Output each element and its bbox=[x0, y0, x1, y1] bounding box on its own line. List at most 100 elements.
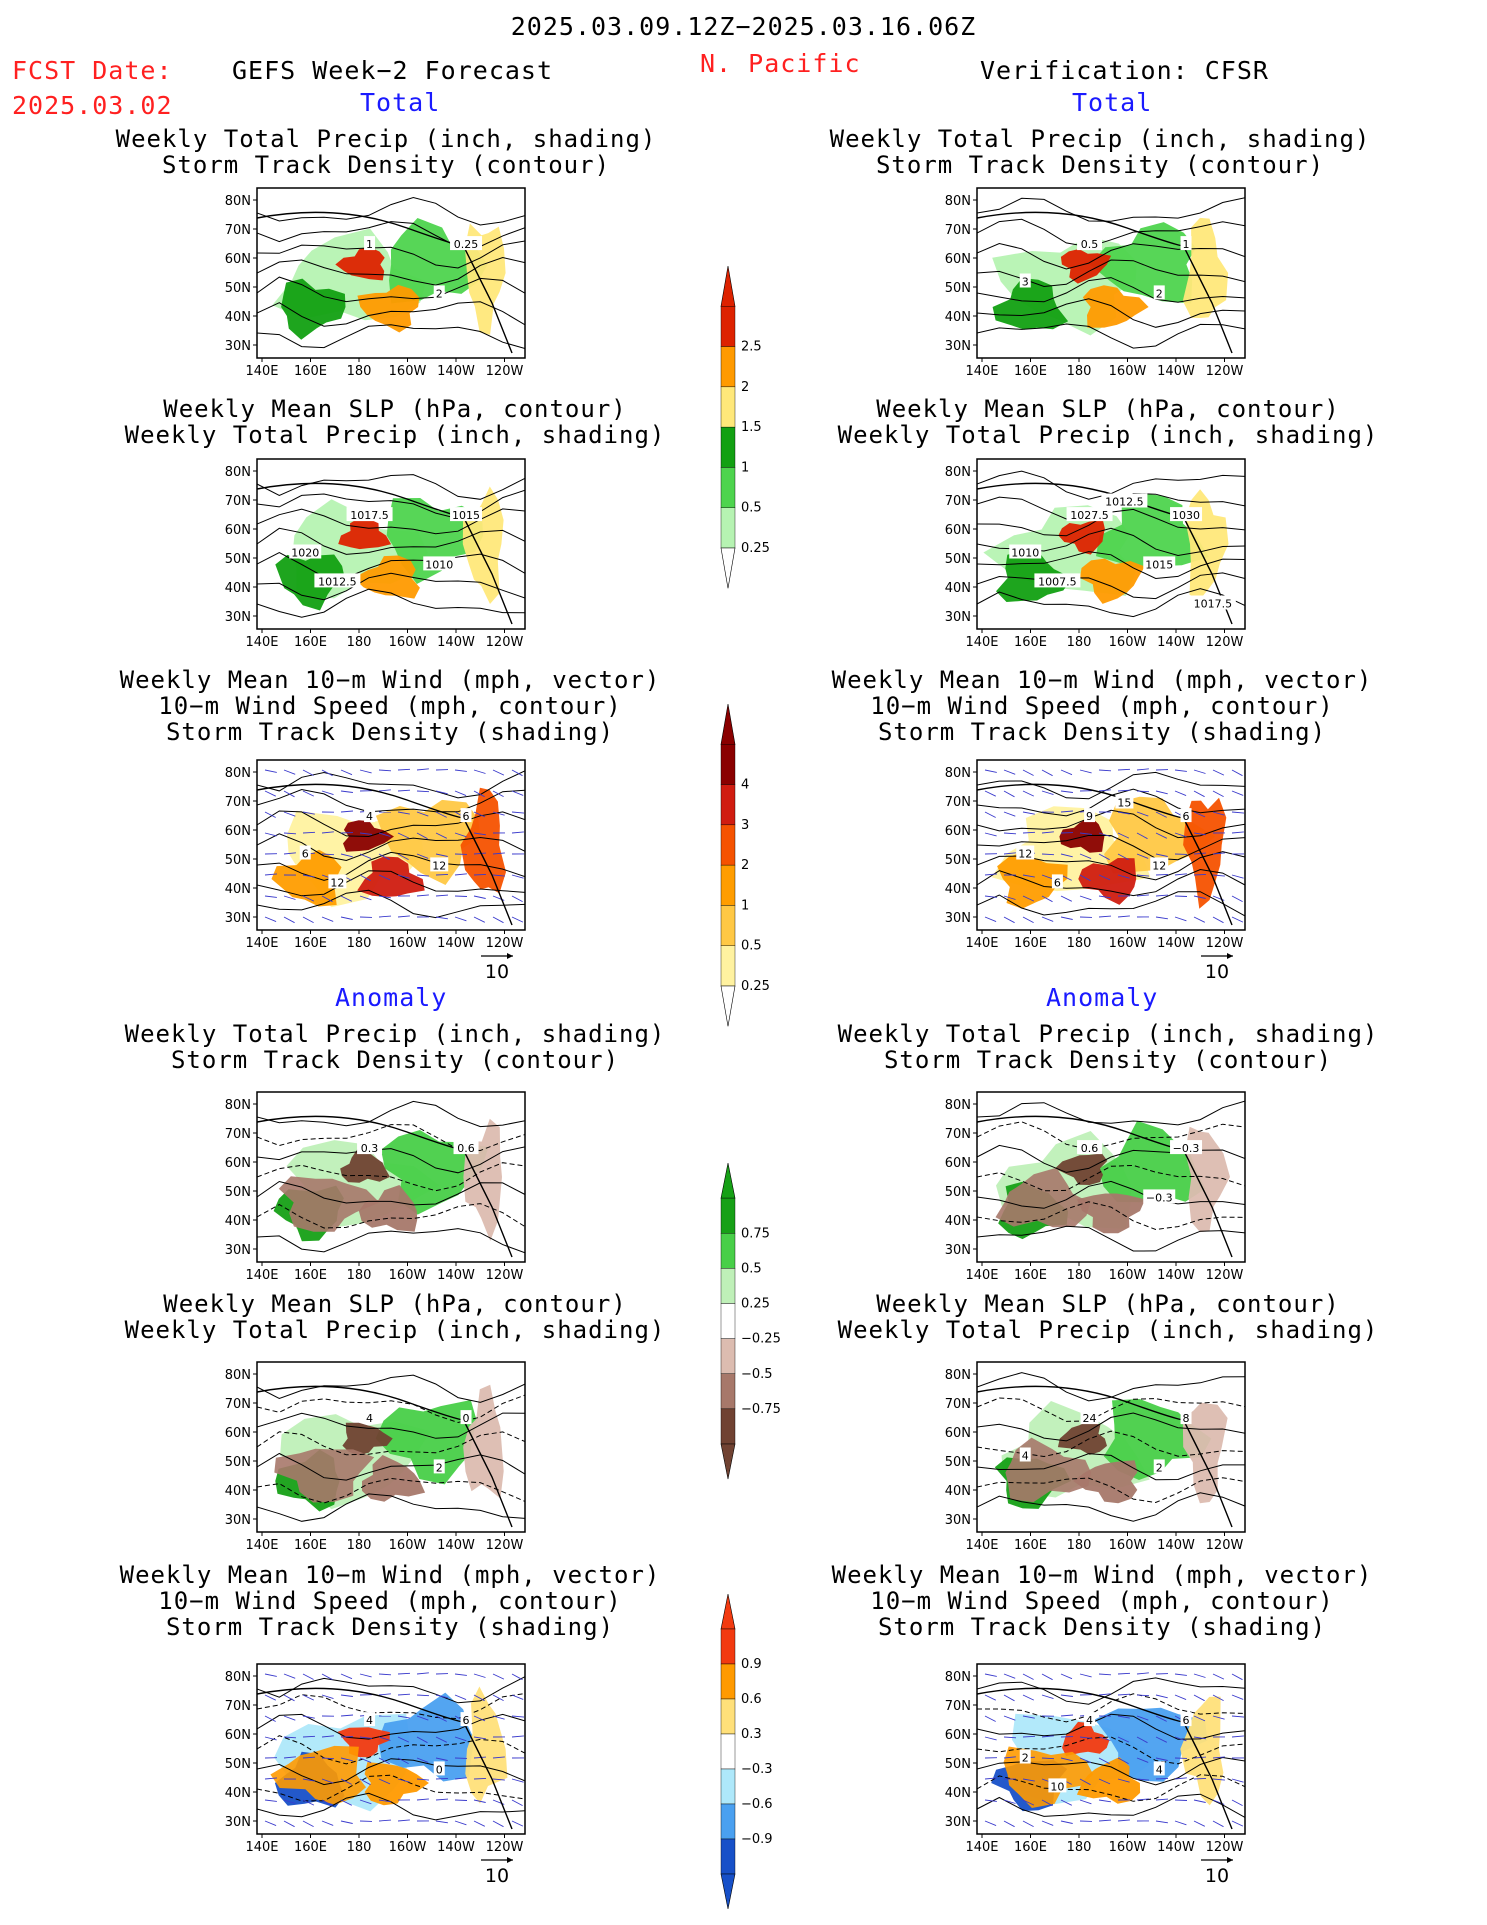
wind-vector bbox=[1079, 1673, 1092, 1678]
lon-tick-label: 120W bbox=[486, 635, 524, 650]
wind-vector bbox=[302, 1799, 315, 1806]
lon-tick-label: 160E bbox=[294, 1268, 327, 1283]
shading-blob bbox=[275, 554, 345, 611]
contour-line bbox=[257, 527, 525, 555]
wind-vector bbox=[1022, 1673, 1034, 1680]
wind-vector bbox=[378, 1757, 390, 1765]
shading-blob bbox=[995, 1167, 1091, 1228]
wind-vector bbox=[283, 1820, 295, 1828]
map-frame bbox=[256, 187, 526, 359]
contour-line bbox=[257, 240, 525, 269]
date-range-title: 2025.03.09.12Z−2025.03.16.06Z bbox=[510, 12, 977, 41]
lat-tick-label: 50N bbox=[945, 853, 971, 868]
colorbar-swatch bbox=[720, 744, 736, 785]
wind-vector bbox=[397, 1736, 410, 1743]
lat-tick-label: 70N bbox=[225, 1397, 251, 1412]
contour-label-bg bbox=[1180, 1712, 1192, 1727]
contour-label-bg bbox=[1143, 556, 1176, 571]
wind-vector bbox=[1136, 790, 1150, 793]
lon-tick-label: 160W bbox=[1109, 1268, 1147, 1283]
wind-vector bbox=[984, 1736, 997, 1741]
wind-vector bbox=[321, 1757, 335, 1760]
fcst-date-value: 2025.03.02 bbox=[12, 91, 173, 120]
contour-label-bg bbox=[1077, 236, 1103, 251]
shading-blob bbox=[340, 1148, 390, 1183]
wind-vector bbox=[397, 1757, 409, 1764]
wind-vector bbox=[264, 916, 277, 923]
contour-label-bg bbox=[1019, 1749, 1031, 1764]
contour-line bbox=[257, 1431, 525, 1456]
contour-line bbox=[257, 1713, 525, 1740]
wind-vector bbox=[1212, 1715, 1225, 1720]
lat-tick-label: 30N bbox=[945, 911, 971, 926]
wind-vector bbox=[1174, 790, 1187, 797]
contour-label-bg bbox=[1143, 1189, 1176, 1204]
colorbar-swatch bbox=[720, 1373, 736, 1410]
wind-vector bbox=[511, 874, 524, 879]
lon-tick-label: 140E bbox=[965, 1840, 998, 1855]
contour-label: 2 bbox=[436, 1461, 443, 1474]
contour-line bbox=[977, 1793, 1245, 1818]
wind-vector bbox=[1193, 1694, 1205, 1702]
wind-vector bbox=[264, 1694, 276, 1701]
shading-blob bbox=[375, 1400, 477, 1485]
wind-vector bbox=[1098, 1736, 1111, 1741]
contour-line bbox=[257, 552, 525, 579]
wind-vector bbox=[416, 1778, 430, 1781]
region-title: N. Pacific bbox=[700, 49, 861, 78]
wind-vector bbox=[1003, 811, 1016, 817]
contour-line bbox=[977, 771, 1245, 800]
contour-label: −0.3 bbox=[1173, 1142, 1200, 1155]
wind-vector bbox=[397, 915, 410, 918]
colorbar-label: −0.9 bbox=[741, 1832, 773, 1847]
wind-vector bbox=[435, 873, 449, 876]
colorbar-label: −0.3 bbox=[741, 1762, 773, 1777]
colorbar-swatch bbox=[720, 346, 736, 388]
contour-line bbox=[977, 1677, 1245, 1705]
wind-vector bbox=[302, 1820, 314, 1827]
wind-vector bbox=[321, 790, 334, 796]
wind-vector bbox=[492, 1778, 505, 1781]
contour-line bbox=[257, 1374, 525, 1403]
contour-label-bg bbox=[1019, 1447, 1031, 1462]
wind-vector bbox=[1022, 831, 1036, 834]
wind-vector bbox=[1098, 853, 1110, 861]
lat-tick-label: 70N bbox=[225, 494, 251, 509]
contour-label-bg bbox=[450, 236, 483, 251]
wind-vector bbox=[454, 769, 467, 772]
contour-line bbox=[257, 1228, 525, 1254]
wind-vector bbox=[1022, 1820, 1034, 1827]
wind-vector bbox=[359, 1757, 372, 1764]
lon-tick-label: 160W bbox=[389, 1840, 427, 1855]
wind-vector bbox=[1136, 1694, 1150, 1697]
wind-vector bbox=[283, 769, 296, 775]
colorbar-label: 0.25 bbox=[741, 1297, 770, 1312]
contour-label: 0.25 bbox=[454, 238, 479, 251]
contour-label: 6 bbox=[463, 1714, 470, 1727]
wind-vector bbox=[1098, 895, 1111, 899]
wind-vector bbox=[1155, 1736, 1167, 1743]
contour-line bbox=[977, 551, 1245, 580]
shading-blob bbox=[1058, 519, 1105, 555]
wind-vector bbox=[1041, 790, 1054, 796]
fc-title-1: Weekly Total Precip (inch, shading) Storm… bbox=[115, 125, 657, 179]
lon-tick-label: 180 bbox=[1067, 635, 1092, 650]
wind-vector bbox=[416, 811, 429, 817]
contour-line bbox=[257, 1735, 525, 1765]
lat-tick-label: 80N bbox=[945, 1670, 971, 1685]
contour-label-bg bbox=[1048, 1778, 1067, 1793]
contour-label-bg bbox=[364, 1712, 376, 1727]
wind-vector bbox=[1041, 874, 1054, 880]
wind-vector bbox=[1174, 1673, 1187, 1676]
lat-tick-label: 40N bbox=[945, 882, 971, 897]
contour-label: 0.3 bbox=[361, 1142, 379, 1155]
wind-vector bbox=[1041, 1820, 1054, 1826]
wind-vector bbox=[1003, 1694, 1015, 1702]
shading-blob bbox=[1182, 217, 1229, 318]
wind-vector bbox=[321, 1735, 334, 1738]
wind-vector bbox=[416, 1798, 429, 1801]
vf-title-5: Weekly Mean SLP (hPa, contour) Weekly Tot… bbox=[837, 1290, 1379, 1344]
wind-vector bbox=[359, 1799, 372, 1805]
lon-tick-label: 180 bbox=[347, 1840, 372, 1855]
lon-tick-label: 140W bbox=[437, 1268, 475, 1283]
